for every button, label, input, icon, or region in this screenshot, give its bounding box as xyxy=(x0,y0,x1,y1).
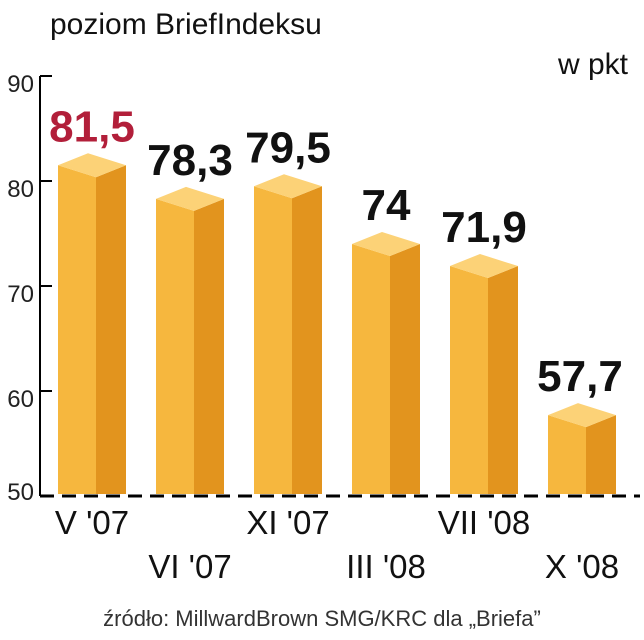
bar-side-face xyxy=(488,266,518,494)
y-tick-label: 50 xyxy=(7,479,34,506)
y-axis-ticks: 50 60 70 80 90 xyxy=(7,71,52,506)
x-axis-labels: V '07 VI '07 XI '07 III '08 VII '08 X '08 xyxy=(55,504,619,585)
bar-side-face xyxy=(96,165,126,494)
bar-side-face xyxy=(292,186,322,494)
x-tick-label: III '08 xyxy=(346,548,426,585)
value-label: 78,3 xyxy=(147,136,233,185)
value-label: 71,9 xyxy=(441,203,527,252)
bar-side-face xyxy=(194,198,224,494)
bar-front-face xyxy=(352,244,390,494)
unit-label: w pkt xyxy=(557,48,629,81)
bar-top-face xyxy=(156,186,224,211)
x-tick-label: V '07 xyxy=(55,504,129,541)
bar-front-face xyxy=(254,186,292,494)
x-tick-label: VII '08 xyxy=(438,504,531,541)
bar-front-face xyxy=(58,165,96,494)
bar xyxy=(156,186,224,494)
value-label: 74 xyxy=(362,181,411,230)
x-tick-label: XI '07 xyxy=(246,504,329,541)
y-tick-label: 80 xyxy=(7,176,34,203)
value-label: 57,7 xyxy=(537,352,623,401)
y-tick-label: 60 xyxy=(7,386,34,413)
y-tick-label: 90 xyxy=(7,71,34,98)
bar-top-face xyxy=(450,254,518,279)
chart-title: poziom BriefIndeksu xyxy=(50,8,322,41)
bar-front-face xyxy=(548,415,586,494)
x-tick-label: X '08 xyxy=(545,548,619,585)
source-note: źródło: MillwardBrown SMG/KRC dla „Brief… xyxy=(103,606,541,631)
bar-front-face xyxy=(156,198,194,494)
bar-side-face xyxy=(390,244,420,494)
value-label: 81,5 xyxy=(49,102,135,151)
bar xyxy=(548,403,616,494)
bar-top-face xyxy=(58,153,126,178)
bar xyxy=(254,174,322,494)
bar-top-face xyxy=(352,232,420,256)
bar-side-face xyxy=(586,415,616,494)
bar-top-face xyxy=(548,403,616,428)
bar xyxy=(352,232,420,494)
y-tick-label: 70 xyxy=(7,281,34,308)
value-label: 79,5 xyxy=(245,123,331,172)
bar-front-face xyxy=(450,266,488,494)
x-tick-label: VI '07 xyxy=(148,548,231,585)
bars: 81,578,3 79,5 74 71,9 57,7 xyxy=(49,102,623,494)
bar-top-face xyxy=(254,174,322,199)
bar xyxy=(58,153,126,494)
bar xyxy=(450,254,518,494)
